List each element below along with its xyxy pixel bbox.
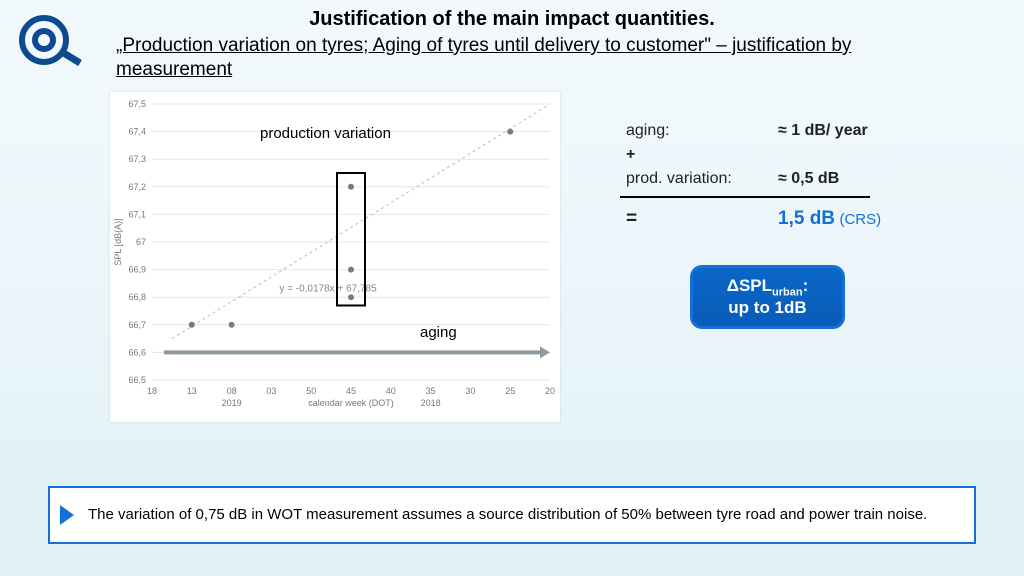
svg-text:18: 18 bbox=[147, 386, 157, 396]
page-subtitle: „Production variation on tyres; Aging of… bbox=[116, 34, 876, 82]
svg-text:35: 35 bbox=[426, 386, 436, 396]
svg-text:08: 08 bbox=[227, 386, 237, 396]
footer-text: The variation of 0,75 dB in WOT measurem… bbox=[88, 505, 927, 525]
fact-prodvar-label: prod. variation: bbox=[622, 168, 772, 190]
result-value: 1,5 dB bbox=[778, 208, 835, 229]
svg-text:67,1: 67,1 bbox=[128, 209, 146, 219]
chart-container: 67,5 67,4 67,3 67,2 67,1 67 66,9 66,8 66,7 66,6 66… bbox=[110, 92, 560, 422]
svg-text:13: 13 bbox=[187, 386, 197, 396]
svg-text:y = -0,0178x + 67,785: y = -0,0178x + 67,785 bbox=[279, 284, 377, 295]
fact-prodvar-value: ≈ 0,5 dB bbox=[774, 168, 872, 190]
svg-text:03: 03 bbox=[266, 386, 276, 396]
fact-aging-value: ≈ 1 dB/ year bbox=[774, 120, 872, 142]
annotation-prod-variation: production variation bbox=[260, 125, 391, 142]
svg-text:66,5: 66,5 bbox=[128, 375, 146, 385]
page-title: Justification of the main impact quantit… bbox=[0, 8, 1024, 31]
svg-text:calendar week (DOT): calendar week (DOT) bbox=[308, 398, 394, 408]
svg-text:50: 50 bbox=[306, 386, 316, 396]
svg-text:30: 30 bbox=[465, 386, 475, 396]
svg-text:66,9: 66,9 bbox=[128, 265, 146, 275]
svg-text:20: 20 bbox=[545, 386, 555, 396]
fact-aging-label: aging: bbox=[622, 120, 772, 142]
delta-spl-badge: ΔSPLurban: up to 1dB bbox=[690, 265, 845, 329]
svg-text:2018: 2018 bbox=[421, 398, 441, 408]
result-crs: (CRS) bbox=[839, 211, 881, 228]
badge-l1sub: urban bbox=[772, 286, 803, 298]
svg-text:45: 45 bbox=[346, 386, 356, 396]
svg-text:67,3: 67,3 bbox=[128, 154, 146, 164]
annotation-aging: aging bbox=[420, 324, 457, 341]
svg-text:67: 67 bbox=[136, 237, 146, 247]
svg-text:40: 40 bbox=[386, 386, 396, 396]
divider-rule bbox=[620, 196, 870, 198]
svg-text:66,7: 66,7 bbox=[128, 320, 146, 330]
svg-text:SPL [dB(A)]: SPL [dB(A)] bbox=[113, 218, 123, 265]
plus-sign: + bbox=[622, 144, 872, 166]
svg-text:66,8: 66,8 bbox=[128, 292, 146, 302]
facts-table: aging: ≈ 1 dB/ year + prod. variation: ≈… bbox=[620, 118, 980, 234]
svg-text:67,2: 67,2 bbox=[128, 182, 146, 192]
equals-sign: = bbox=[622, 206, 772, 232]
svg-text:67,5: 67,5 bbox=[128, 99, 146, 109]
svg-text:2019: 2019 bbox=[222, 398, 242, 408]
badge-l1a: ΔSPL bbox=[727, 276, 772, 295]
svg-text:25: 25 bbox=[505, 386, 515, 396]
badge-l1b: : bbox=[803, 276, 809, 295]
svg-text:67,4: 67,4 bbox=[128, 127, 146, 137]
footer-note: The variation of 0,75 dB in WOT measurem… bbox=[48, 486, 976, 544]
svg-text:66,6: 66,6 bbox=[128, 347, 146, 357]
triangle-bullet-icon bbox=[60, 505, 74, 525]
badge-l2: up to 1dB bbox=[693, 298, 842, 318]
